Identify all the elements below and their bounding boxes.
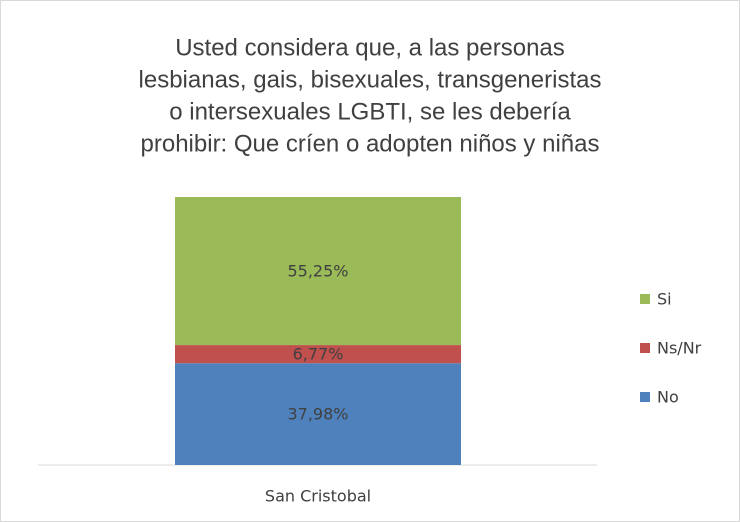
- legend-swatch: [640, 294, 650, 304]
- bar-segment: [175, 197, 461, 346]
- chart-title: lesbianas, gais, bisexuales, transgeneri…: [139, 66, 602, 93]
- x-tick-label: San Cristobal: [265, 487, 371, 506]
- legend-label: No: [657, 388, 679, 407]
- data-label: 55,25%: [287, 262, 348, 281]
- chart-title: prohibir: Que críen o adopten niños y ni…: [141, 130, 600, 157]
- legend-label: Si: [657, 290, 672, 309]
- bar-segment: [175, 345, 461, 364]
- legend-swatch: [640, 392, 650, 402]
- legend-swatch: [640, 343, 650, 353]
- legend-label: Ns/Nr: [657, 339, 702, 358]
- data-label: 37,98%: [287, 405, 348, 424]
- data-label: 6,77%: [293, 345, 344, 364]
- chart-title: o intersexuales LGBTI, se les debería: [169, 98, 571, 125]
- bar-segment: [175, 363, 461, 465]
- chart-title: Usted considera que, a las personas: [175, 34, 565, 61]
